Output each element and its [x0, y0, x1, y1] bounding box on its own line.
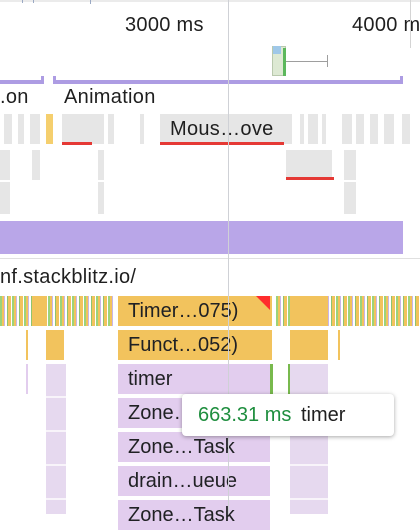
ruler-fragment-left	[22, 0, 34, 3]
flame-label: Zone…Task	[128, 504, 235, 526]
activity-gap	[272, 296, 276, 326]
activity-gap	[114, 296, 120, 326]
flame-timer-left[interactable]	[32, 296, 46, 326]
flame-label: Timer…075)	[128, 300, 239, 322]
flame-label: drain…ueue	[128, 470, 237, 492]
row-separator	[46, 498, 328, 500]
interaction-block[interactable]	[62, 114, 104, 144]
flame-label: Zone…Task	[128, 436, 235, 458]
interaction-block[interactable]	[4, 114, 12, 144]
long-task-marker	[160, 142, 284, 145]
interaction-block[interactable]	[402, 114, 410, 144]
track-label-animation: Animation	[64, 86, 156, 108]
flame-label: Zone…	[128, 402, 194, 424]
network-request-whisker-end	[327, 55, 328, 67]
flame-timer[interactable]: timer	[118, 364, 270, 394]
ruler-fragment-right	[90, 0, 99, 4]
flame-timer-fired[interactable]: Timer…075)	[118, 296, 272, 326]
time-tick-4000: 4000 m	[352, 14, 420, 36]
interaction-block[interactable]	[344, 182, 356, 214]
network-request-whisker	[286, 61, 328, 62]
network-request-head	[273, 46, 281, 54]
flame-edge-green	[288, 364, 290, 394]
interaction-block[interactable]	[308, 114, 318, 144]
tooltip-event-name: timer	[300, 404, 346, 426]
flame-edge-green	[270, 364, 273, 394]
long-task-marker	[286, 177, 334, 180]
flame-function-call-right[interactable]	[290, 330, 328, 360]
animation-event-mousemove[interactable]: Mous…ove	[160, 114, 292, 144]
animation-event-label: Mous…ove	[170, 118, 274, 140]
interaction-block[interactable]	[0, 150, 10, 180]
flame-block[interactable]	[290, 364, 328, 514]
main-thread-url: nf.stackblitz.io/	[0, 266, 137, 288]
interaction-block[interactable]	[286, 150, 332, 180]
interaction-block[interactable]	[344, 150, 356, 180]
interaction-block[interactable]	[322, 114, 326, 144]
interaction-block[interactable]	[32, 150, 40, 180]
flame-drain-queue[interactable]: drain…ueue	[118, 466, 270, 496]
playhead-line	[228, 0, 229, 514]
flame-block[interactable]	[46, 364, 66, 514]
interaction-block[interactable]	[356, 114, 364, 144]
flame-label: timer	[128, 368, 173, 390]
interaction-block[interactable]	[0, 182, 10, 214]
interaction-block[interactable]	[98, 182, 104, 214]
track-label-partial: .on	[0, 86, 29, 108]
tooltip-duration: 663.31 ms	[198, 404, 292, 426]
flame-timer-right[interactable]	[290, 296, 328, 326]
flame-sliver	[338, 330, 340, 360]
interaction-block[interactable]	[384, 114, 394, 144]
network-request-download	[283, 48, 286, 76]
flame-label: Funct…052)	[128, 334, 239, 356]
interaction-block[interactable]	[342, 114, 352, 144]
interaction-block[interactable]	[140, 114, 144, 144]
interaction-block-highlight[interactable]	[46, 114, 53, 144]
row-separator	[46, 464, 328, 466]
flame-sliver	[26, 330, 28, 360]
interaction-block[interactable]	[108, 114, 114, 144]
flame-function-call-left[interactable]	[46, 330, 64, 360]
interaction-bracket-left	[0, 76, 44, 84]
flame-zone-task-2[interactable]: Zone…Task	[118, 500, 270, 530]
interaction-block[interactable]	[18, 114, 24, 144]
time-tick-3000: 3000 ms	[125, 14, 204, 36]
flame-zone-task[interactable]: Zone…Task	[118, 432, 270, 462]
long-task-corner-icon	[256, 296, 270, 310]
event-tooltip: 663.31 ms timer	[182, 394, 394, 436]
interaction-block[interactable]	[300, 114, 304, 144]
flame-sliver	[26, 364, 28, 394]
flame-function-call[interactable]: Funct…052)	[118, 330, 272, 360]
tick-line-4000	[410, 0, 411, 48]
long-task-marker	[62, 142, 92, 145]
animation-track-bar[interactable]	[0, 221, 403, 254]
interaction-block[interactable]	[370, 114, 378, 144]
interaction-block[interactable]	[98, 150, 104, 180]
interaction-block[interactable]	[30, 114, 40, 144]
ruler-top-edge	[0, 0, 420, 2]
track-divider	[0, 258, 420, 259]
